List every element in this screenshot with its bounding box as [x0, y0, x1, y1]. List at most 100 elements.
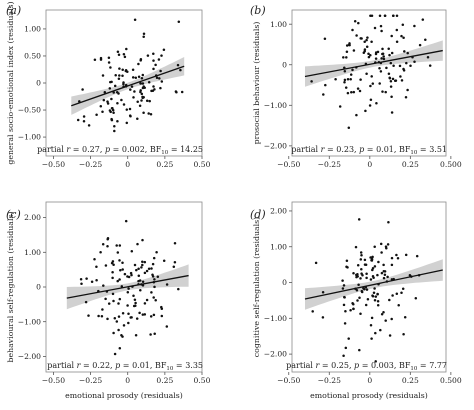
data-point	[370, 40, 373, 43]
data-point	[137, 62, 140, 66]
data-point	[172, 265, 176, 269]
data-point	[352, 90, 356, 94]
data-point	[148, 99, 151, 103]
data-point	[400, 34, 403, 38]
data-point	[388, 298, 391, 302]
data-point	[380, 312, 384, 316]
data-point	[346, 91, 350, 95]
data-point	[359, 258, 363, 261]
data-point	[116, 279, 119, 283]
data-point	[382, 263, 385, 267]
data-point	[366, 36, 369, 39]
stat-r: 0.25	[331, 361, 349, 370]
data-point	[147, 81, 151, 84]
data-point	[400, 79, 404, 82]
data-point	[165, 283, 169, 286]
data-point	[130, 85, 134, 88]
data-point	[125, 121, 129, 125]
data-point	[118, 346, 122, 350]
data-point	[110, 261, 114, 265]
data-point	[149, 113, 153, 116]
data-point	[402, 332, 405, 336]
data-point	[428, 64, 432, 67]
panel-label: (c)	[6, 208, 21, 221]
data-point	[85, 277, 88, 280]
data-point	[113, 316, 117, 320]
data-point	[347, 337, 350, 340]
data-point	[114, 73, 117, 77]
data-point	[365, 38, 368, 42]
data-point	[106, 100, 109, 103]
data-point	[116, 50, 120, 54]
data-point	[343, 78, 347, 82]
data-point	[395, 14, 399, 18]
data-point	[106, 244, 109, 248]
data-point	[133, 263, 137, 267]
data-point	[177, 287, 180, 291]
data-point	[110, 97, 113, 101]
data-point	[365, 272, 368, 275]
data-point	[121, 268, 124, 271]
data-point	[154, 299, 157, 302]
data-point	[369, 53, 372, 57]
data-point	[123, 272, 127, 276]
data-point	[402, 36, 405, 39]
y-tick-label: 0	[282, 278, 287, 287]
data-point	[136, 100, 139, 103]
data-point	[106, 102, 110, 105]
data-point	[369, 84, 372, 88]
data-point	[107, 56, 111, 59]
stat-r: 0.22	[92, 361, 110, 370]
data-point	[120, 285, 124, 288]
data-point	[374, 295, 378, 298]
data-point	[134, 301, 137, 305]
data-point	[355, 34, 358, 37]
data-point	[115, 90, 119, 94]
data-point	[359, 37, 362, 40]
data-point	[404, 96, 408, 99]
data-point	[345, 259, 349, 263]
data-point	[346, 78, 350, 81]
data-point	[155, 76, 159, 80]
data-point	[109, 66, 112, 69]
data-point	[426, 55, 430, 59]
data-point	[383, 273, 387, 277]
y-tick-label: −1.00	[264, 101, 287, 110]
data-point	[153, 278, 156, 281]
data-point	[349, 73, 353, 76]
data-point	[349, 78, 352, 81]
data-point	[140, 99, 143, 102]
data-point	[360, 254, 363, 257]
plot-frame	[291, 201, 447, 373]
data-point	[400, 291, 403, 295]
data-point	[373, 245, 376, 248]
stats-annotation: partial r = 0.27, p = 0.002, BF10 = 14.2…	[37, 145, 203, 156]
data-point	[162, 259, 166, 263]
data-point	[364, 109, 367, 113]
data-point	[371, 82, 375, 85]
data-point	[359, 78, 362, 81]
data-point	[126, 70, 129, 73]
data-point	[380, 57, 383, 60]
data-point	[351, 28, 354, 32]
data-point	[388, 334, 392, 337]
data-point	[369, 324, 373, 327]
data-point	[87, 314, 90, 317]
panel-c: (c) −0.50 −0.25 0 0.25 0.50 2.00 1.00 0 −1.00 −2.0…	[6, 201, 211, 400]
data-point	[403, 315, 407, 319]
data-point	[180, 90, 184, 94]
data-point	[334, 78, 337, 81]
data-point	[363, 263, 367, 266]
data-point	[342, 303, 346, 307]
data-point	[352, 272, 355, 275]
data-point	[139, 289, 142, 292]
data-point	[80, 282, 83, 286]
data-point	[112, 91, 115, 94]
data-point	[389, 85, 393, 88]
data-point	[348, 42, 351, 45]
data-point	[138, 311, 141, 315]
regression-line	[304, 49, 443, 78]
data-point	[130, 316, 133, 319]
data-point	[112, 299, 115, 303]
data-point	[413, 24, 416, 28]
